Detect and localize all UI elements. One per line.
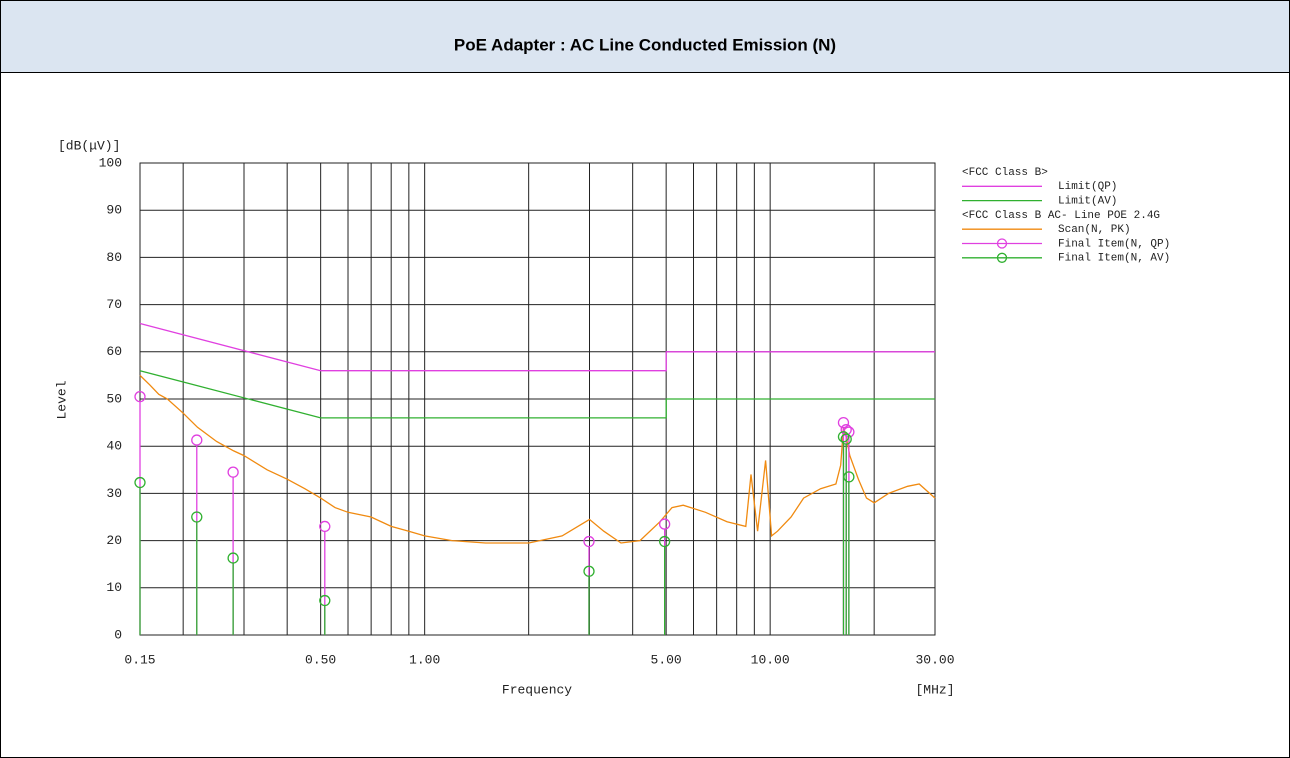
stem-marker [227,552,239,564]
y-tick-label: 30 [106,486,122,501]
stem-marker [658,518,671,530]
legend-marker [996,252,1008,263]
x-tick-label: 30.00 [915,652,954,667]
stem-marker [191,511,203,523]
legend-label: Limit(AV) [1058,196,1117,208]
y-tick-label: 10 [106,580,122,595]
y-tick-label: 20 [106,533,122,548]
y-tick-label: 100 [99,155,122,170]
x-tick-label: 1.00 [409,652,440,667]
x-unit: [MHz] [915,682,954,697]
x-tick-label: 5.00 [651,652,682,667]
stem-marker [134,476,146,489]
x-tick-label: 10.00 [751,652,790,667]
stem-marker [658,535,671,548]
legend-header: <FCC Class B AC- Line POE 2.4G [962,210,1160,222]
chart-title: PoE Adapter : AC Line Conducted Emission… [454,35,836,54]
series-line [139,370,935,419]
stem-marker [840,433,852,445]
y-tick-label: 60 [106,344,122,359]
y-tick-label: 90 [106,203,122,218]
y-tick-label: 40 [106,439,122,454]
y-tick-label: 70 [106,297,122,312]
x-tick-label: 0.15 [124,652,155,667]
y-tick-label: 50 [106,391,122,406]
legend-label: Final Item(N, AV) [1058,253,1170,265]
stem-marker [191,434,203,446]
y-tick-label: 80 [106,250,122,265]
y-label: Level [54,380,69,419]
x-label: Frequency [502,682,572,697]
y-unit: [dB(μV)] [58,138,120,153]
legend-marker [996,238,1008,249]
legend-header: <FCC Class B> [962,167,1048,179]
x-tick-label: 0.50 [305,652,336,667]
stem-marker [837,416,850,429]
legend-label: Final Item(N, QP) [1058,238,1170,250]
stem-marker [319,520,331,533]
y-tick-label: 0 [114,627,122,642]
header [0,0,1290,73]
legend-label: Limit(QP) [1058,181,1117,193]
stem-marker [227,466,239,478]
stem-marker [843,471,855,483]
legend-label: Scan(N, PK) [1058,224,1131,236]
stem-marker [583,565,595,577]
series-line [139,322,935,372]
stem-marker [583,535,595,548]
stem-marker [319,594,331,607]
stem-marker [134,390,146,403]
stem-marker [837,431,850,443]
